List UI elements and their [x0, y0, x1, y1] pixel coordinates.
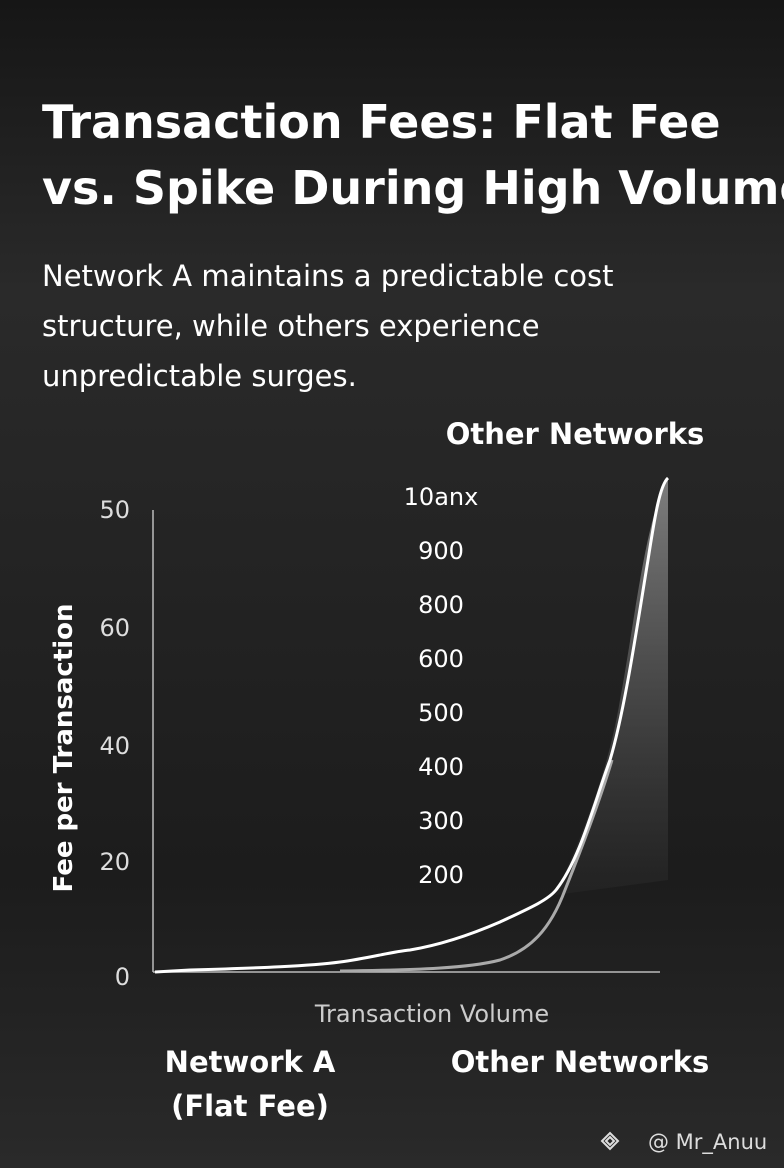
middle-axis-label: 500: [418, 699, 464, 727]
title-line: Transaction Fees: Flat Fee: [42, 95, 721, 149]
middle-axis-label: 800: [418, 591, 464, 619]
left-axis-labels: 50 60 40 20 0: [99, 496, 130, 991]
middle-axis-labels: 10anx 900 800 600 500 400 300 200: [404, 483, 479, 889]
middle-axis-label: 600: [418, 645, 464, 673]
bottom-left-label: Network A: [165, 1045, 336, 1079]
left-axis-label: 0: [115, 963, 130, 991]
middle-axis-label: 400: [418, 753, 464, 781]
title: Transaction Fees: Flat Fee vs. Spike Dur…: [42, 95, 784, 215]
y-axis-label: Fee per Transaction: [49, 603, 79, 892]
title-line: vs. Spike During High Volume: [42, 161, 784, 215]
curve-main: [154, 476, 670, 974]
middle-axis-label: 300: [418, 807, 464, 835]
curve-others: [339, 759, 614, 973]
middle-axis-label: 200: [418, 861, 464, 889]
subtitle: Network A maintains a predictable cost s…: [42, 259, 614, 393]
left-axis-label: 60: [99, 614, 130, 642]
spike-area: [555, 478, 668, 895]
left-axis-label: 20: [99, 848, 130, 876]
watermark-icon: [600, 1131, 620, 1151]
middle-axis-label: 10anx: [404, 483, 479, 511]
watermark: @ Mr_Anuu: [648, 1130, 767, 1155]
x-axis-label: Transaction Volume: [314, 1000, 549, 1028]
bottom-right-label: Other Networks: [451, 1045, 710, 1079]
subtitle-line: structure, while others experience: [42, 309, 540, 343]
bottom-left-label: (Flat Fee): [171, 1089, 329, 1123]
top-label: Other Networks: [446, 417, 705, 451]
subtitle-line: unpredictable surges.: [42, 359, 357, 393]
left-axis-label: 50: [99, 496, 130, 524]
left-axis-label: 40: [99, 732, 130, 760]
subtitle-line: Network A maintains a predictable cost: [42, 259, 614, 293]
middle-axis-label: 900: [418, 537, 464, 565]
